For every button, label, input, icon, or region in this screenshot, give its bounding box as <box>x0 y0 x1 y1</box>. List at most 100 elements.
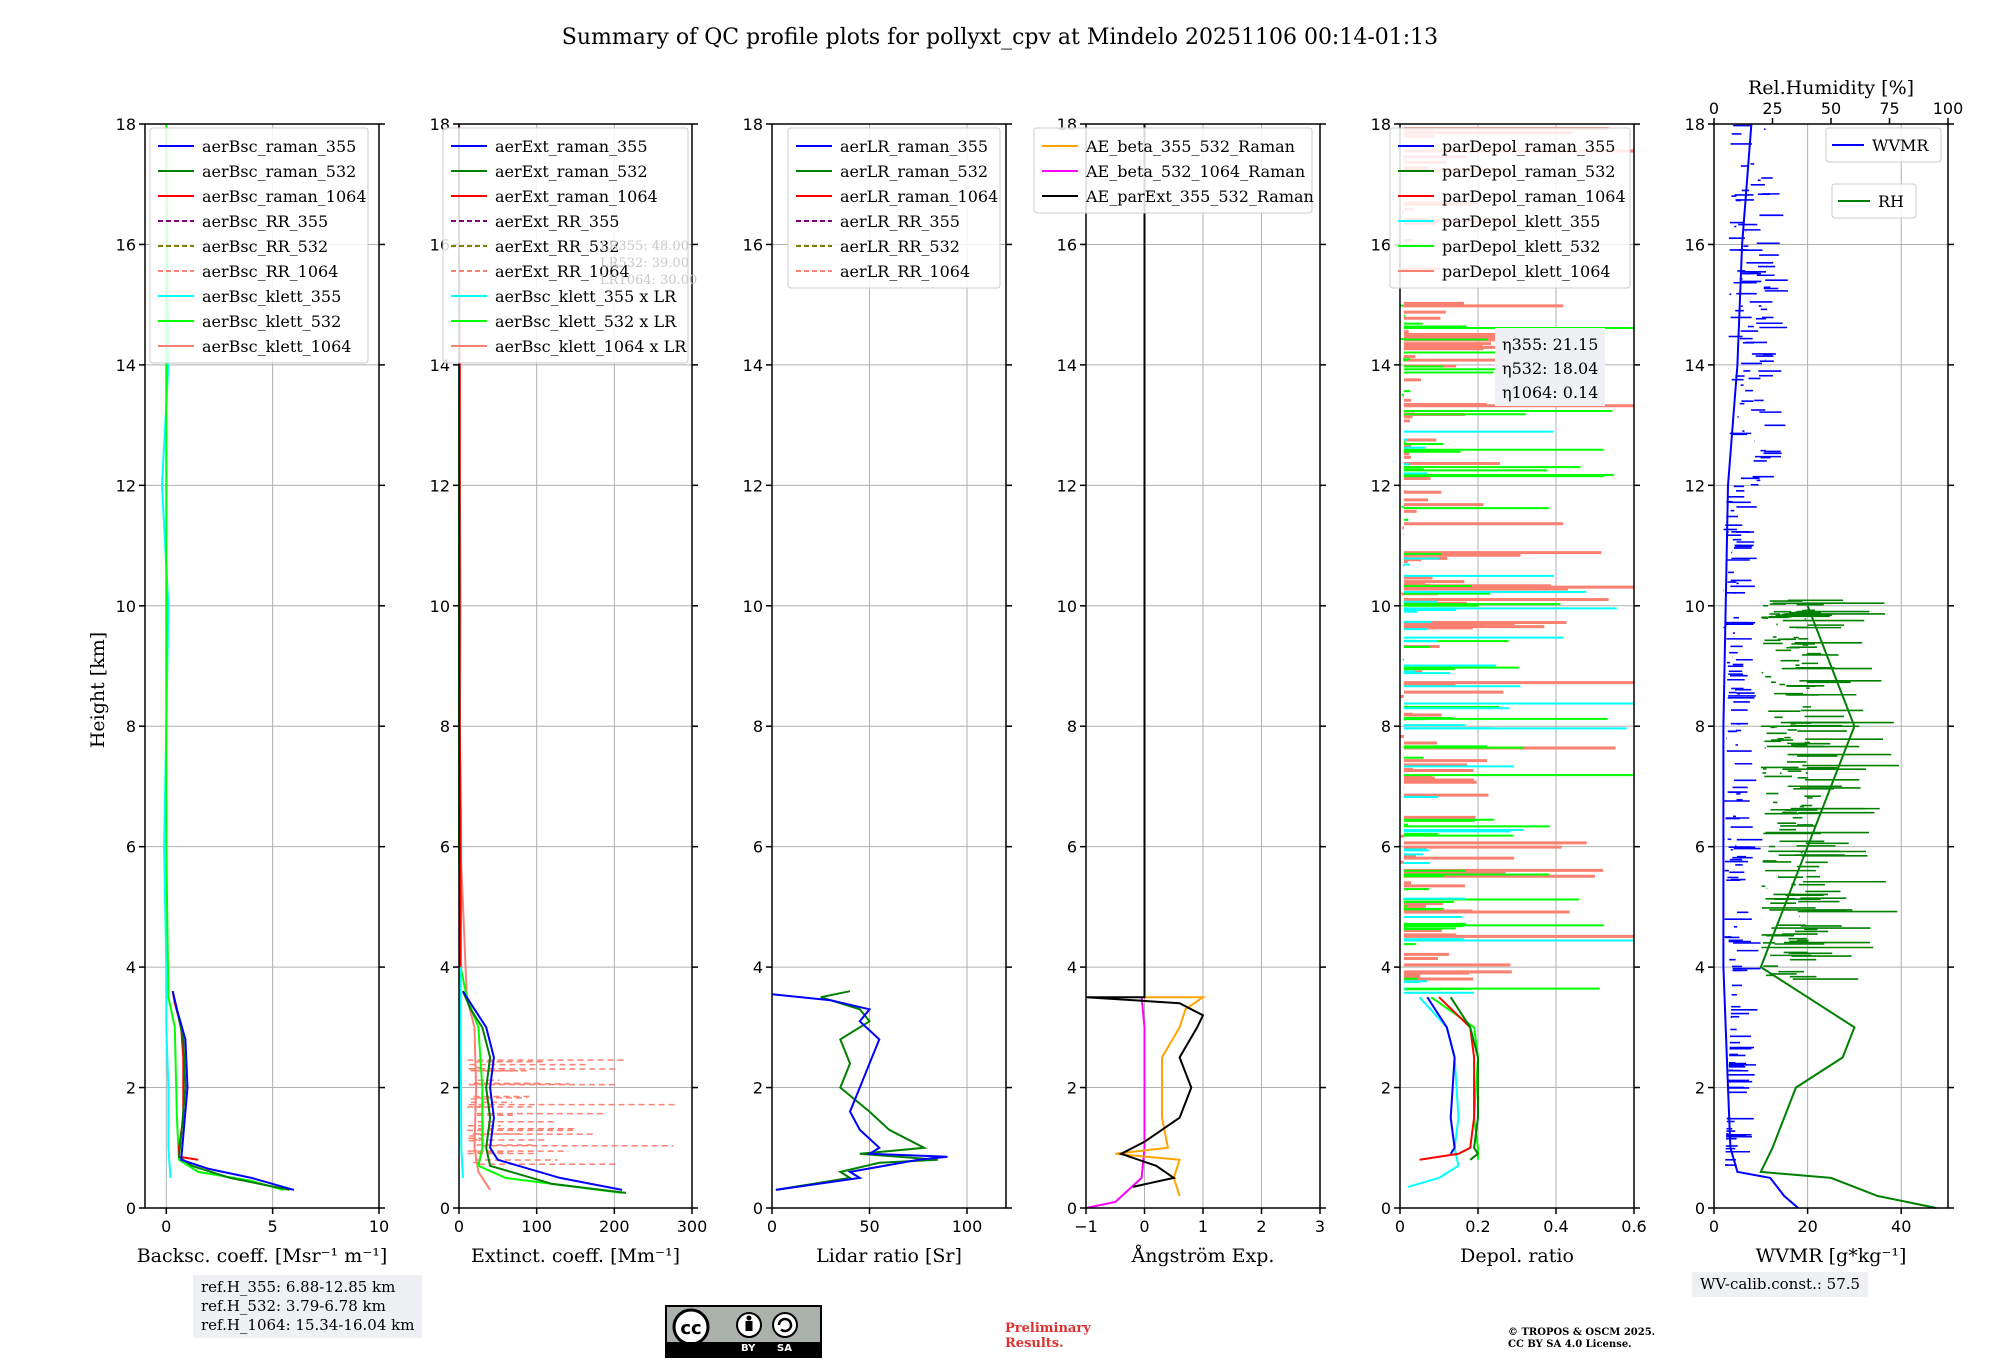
x-tick-label: 5 <box>268 1217 278 1236</box>
y-tick-label: 14 <box>1371 356 1391 375</box>
copyright-note: © TROPOS & OSCM 2025. CC BY SA 4.0 Licens… <box>1508 1327 1656 1350</box>
y-tick-label: 8 <box>440 717 450 736</box>
y-tick-label: 0 <box>440 1199 450 1218</box>
x-tick-label: 0 <box>1139 1217 1149 1236</box>
legend-box <box>442 127 689 364</box>
series-AE_beta_532_1064_Raman <box>1085 997 1146 1209</box>
legend-label: AE_beta_532_1064_Raman <box>1085 162 1305 181</box>
series-AE_parExt_355_532_Raman <box>1085 124 1205 1188</box>
legend-label: aerExt_RR_532 <box>495 237 619 256</box>
y-tick-label: 2 <box>126 1079 136 1098</box>
legend-label: aerBsc_klett_532 x LR <box>495 312 677 331</box>
lr-label: LR355: 48.00 <box>600 239 689 254</box>
series-aerBsc_raman_355 <box>171 990 295 1191</box>
x2-tick-label: 75 <box>1879 99 1899 118</box>
y-tick-label: 0 <box>1381 1199 1391 1218</box>
series-WVMR <box>1722 123 1799 1209</box>
x-tick-label: 0.6 <box>1621 1217 1646 1236</box>
legend-label: WVMR <box>1872 136 1929 155</box>
y-tick-label: 10 <box>1685 597 1705 616</box>
lr-label: LR532: 39.00 <box>600 256 689 271</box>
x-tick-label: 10 <box>369 1217 389 1236</box>
series-parDepol_raman_532 <box>1449 996 1480 1161</box>
axes-frame <box>458 123 693 1209</box>
panel-lidar_ratio: 0 2 4 6 8 10 12 14 16 18 0 50 100 Lidar ratio [Sr] aer… <box>743 115 1012 1267</box>
legend-label: parDepol_raman_532 <box>1442 162 1615 181</box>
y-tick-label: 10 <box>1371 597 1391 616</box>
legend-label: aerBsc_klett_1064 x LR <box>495 337 687 356</box>
y-tick-label: 6 <box>440 838 450 857</box>
legend-box <box>1831 183 1917 219</box>
y-tick-label: 4 <box>1381 958 1391 977</box>
legend-label: aerExt_RR_355 <box>495 212 619 231</box>
eta-box <box>1495 328 1605 406</box>
y-tick-label: 0 <box>126 1199 136 1218</box>
legend-label: aerBsc_raman_532 <box>202 162 356 181</box>
legend-label: aerExt_raman_1064 <box>495 187 658 206</box>
legend-label: aerLR_RR_355 <box>840 212 960 231</box>
y-tick-label: 0 <box>1695 1199 1705 1218</box>
x-tick-label: 0 <box>161 1217 171 1236</box>
y-tick-label: 2 <box>1695 1079 1705 1098</box>
x-tick-label: 0 <box>454 1217 464 1236</box>
legend-label: aerLR_raman_355 <box>840 137 988 156</box>
y-tick-label: 12 <box>1057 476 1077 495</box>
legend-box <box>149 127 369 364</box>
x-tick-label: 100 <box>521 1217 552 1236</box>
ref-height-532: ref.H_532: 3.79-6.78 km <box>201 1297 386 1315</box>
legend-label: aerBsc_klett_355 <box>202 287 341 306</box>
legend-label: AE_parExt_355_532_Raman <box>1085 187 1314 206</box>
y-tick-label: 16 <box>1371 235 1391 254</box>
legend-box <box>787 127 1001 289</box>
y-axis-label: Height [km] <box>87 632 109 748</box>
x2-tick-label: 0 <box>1709 99 1719 118</box>
legend-label: aerLR_RR_1064 <box>840 262 970 281</box>
axes-frame <box>771 123 1007 1209</box>
figure-title: Summary of QC profile plots for pollyxt_… <box>562 25 1438 50</box>
axes-frame <box>1399 123 1635 1209</box>
y-tick-label: 12 <box>1371 476 1391 495</box>
y-tick-label: 18 <box>1685 115 1705 134</box>
legend-label: AE_beta_355_532_Raman <box>1085 137 1295 156</box>
y-tick-label: 4 <box>753 958 763 977</box>
panel-backscatter: 0 2 4 6 8 10 12 14 16 18 0 5 10 Backsc. coeff. [Msr⁻¹… <box>116 115 390 1267</box>
legend-label: aerBsc_RR_355 <box>202 212 328 231</box>
y-tick-label: 6 <box>1695 838 1705 857</box>
cc-logo-icon: cc <box>672 1308 798 1346</box>
y-tick-label: 4 <box>126 958 136 977</box>
axes-frame <box>144 123 380 1209</box>
y-tick-label: 4 <box>1695 958 1705 977</box>
y-tick-label: 12 <box>116 476 136 495</box>
x2-tick-label: 25 <box>1762 99 1782 118</box>
x-tick-label: 0 <box>1709 1217 1719 1236</box>
y-tick-label: 12 <box>430 476 450 495</box>
y-tick-label: 6 <box>1381 838 1391 857</box>
y-tick-label: 12 <box>1685 476 1705 495</box>
legend-label: aerLR_RR_532 <box>840 237 960 256</box>
x-tick-label: 0.4 <box>1543 1217 1568 1236</box>
series-parDepol_raman_355 <box>1426 996 1456 1155</box>
x-tick-label: −1 <box>1074 1217 1098 1236</box>
eta-label: η355: 21.15 <box>1502 335 1598 354</box>
x-tick-label: 20 <box>1797 1217 1817 1236</box>
svg-text:cc: cc <box>680 1318 701 1339</box>
legend-label: aerBsc_klett_355 x LR <box>495 287 677 306</box>
legend-label: parDepol_raman_355 <box>1442 137 1615 156</box>
y-tick-label: 4 <box>440 958 450 977</box>
y-tick-label: 14 <box>1685 356 1705 375</box>
x-tick-label: 200 <box>599 1217 630 1236</box>
y-tick-label: 10 <box>743 597 763 616</box>
y-tick-label: 2 <box>1067 1079 1077 1098</box>
y-tick-label: 18 <box>116 115 136 134</box>
y-tick-label: 8 <box>126 717 136 736</box>
y-tick-label: 16 <box>116 235 136 254</box>
legend-label: parDepol_klett_1064 <box>1442 262 1611 281</box>
series-aerBsc_klett_355 <box>160 123 172 1178</box>
ref-height-box: ref.H_355: 6.88-12.85 km ref.H_532: 3.79… <box>193 1275 423 1338</box>
y-tick-label: 2 <box>1381 1079 1391 1098</box>
x-tick-label: 100 <box>952 1217 983 1236</box>
y-tick-label: 8 <box>1695 717 1705 736</box>
legend-label: aerBsc_raman_355 <box>202 137 356 156</box>
